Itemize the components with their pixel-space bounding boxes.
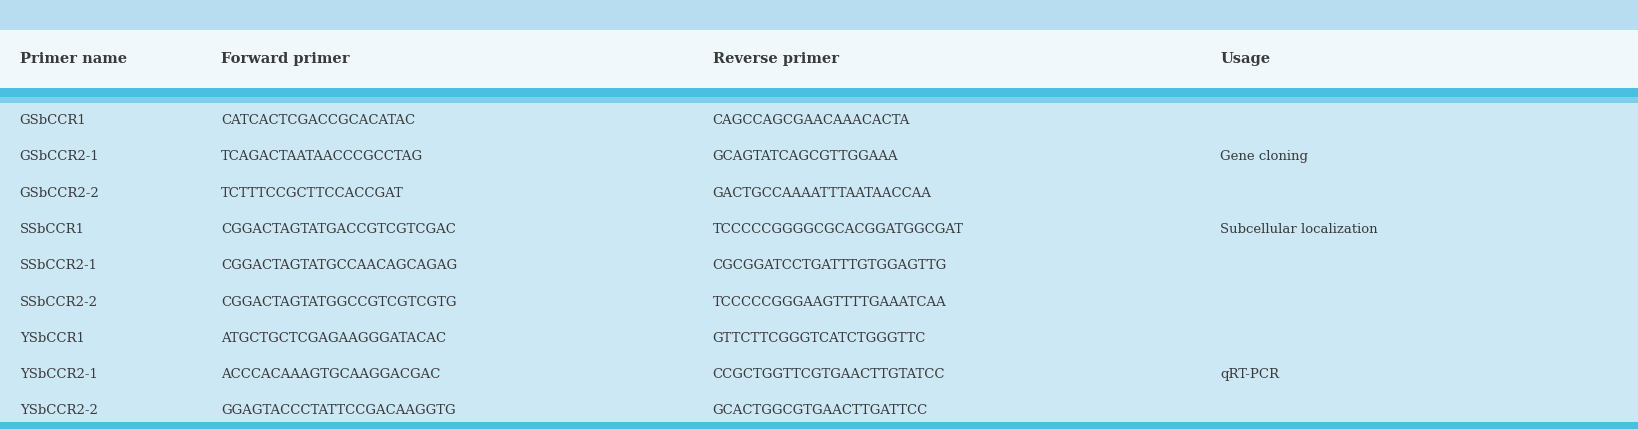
Text: YSbCCR1: YSbCCR1 [20, 332, 85, 345]
Text: CATCACTCGACCGCACATAC: CATCACTCGACCGCACATAC [221, 114, 416, 127]
Text: SSbCCR2-2: SSbCCR2-2 [20, 296, 98, 308]
Text: SSbCCR2-1: SSbCCR2-1 [20, 259, 98, 272]
Text: TCCCCCGGGGCGCACGGATGGCGAT: TCCCCCGGGGCGCACGGATGGCGAT [713, 223, 963, 236]
Text: Forward primer: Forward primer [221, 52, 349, 66]
Text: TCCCCCGGGAAGTTTTGAAATCAA: TCCCCCGGGAAGTTTTGAAATCAA [713, 296, 947, 308]
FancyBboxPatch shape [0, 88, 1638, 97]
Text: Reverse primer: Reverse primer [713, 52, 839, 66]
Text: GGAGTACCCTATTCCGACAAGGTG: GGAGTACCCTATTCCGACAAGGTG [221, 405, 455, 417]
Text: YSbCCR2-1: YSbCCR2-1 [20, 368, 98, 381]
FancyBboxPatch shape [0, 423, 1638, 429]
Text: YSbCCR2-2: YSbCCR2-2 [20, 405, 98, 417]
FancyBboxPatch shape [0, 97, 1638, 103]
Text: CAGCCAGCGAACAAACACTA: CAGCCAGCGAACAAACACTA [713, 114, 909, 127]
Text: ACCCACAAAGTGCAAGGACGAC: ACCCACAAAGTGCAAGGACGAC [221, 368, 441, 381]
Text: GCAGTATCAGCGTTGGAAA: GCAGTATCAGCGTTGGAAA [713, 151, 898, 163]
Text: GSbCCR2-1: GSbCCR2-1 [20, 151, 100, 163]
Text: CGGACTAGTATGCCAACAGCAGAG: CGGACTAGTATGCCAACAGCAGAG [221, 259, 457, 272]
Text: Subcellular localization: Subcellular localization [1220, 223, 1378, 236]
Text: CGGACTAGTATGACCGTCGTCGAC: CGGACTAGTATGACCGTCGTCGAC [221, 223, 455, 236]
FancyBboxPatch shape [0, 30, 1638, 88]
Text: CCGCTGGTTCGTGAACTTGTATCC: CCGCTGGTTCGTGAACTTGTATCC [713, 368, 945, 381]
Text: GSbCCR2-2: GSbCCR2-2 [20, 187, 100, 200]
Text: CGCGGATCCTGATTTGTGGAGTTG: CGCGGATCCTGATTTGTGGAGTTG [713, 259, 947, 272]
Text: GACTGCCAAAATTTAATAACCAA: GACTGCCAAAATTTAATAACCAA [713, 187, 932, 200]
Text: GTTCTTCGGGTCATCTGGGTTC: GTTCTTCGGGTCATCTGGGTTC [713, 332, 925, 345]
Text: GSbCCR1: GSbCCR1 [20, 114, 87, 127]
Text: TCAGACTAATAACCCGCCTAG: TCAGACTAATAACCCGCCTAG [221, 151, 423, 163]
Text: ATGCTGCTCGAGAAGGGATACAC: ATGCTGCTCGAGAAGGGATACAC [221, 332, 446, 345]
Text: Primer name: Primer name [20, 52, 126, 66]
Text: SSbCCR1: SSbCCR1 [20, 223, 85, 236]
FancyBboxPatch shape [0, 0, 1638, 30]
Text: CGGACTAGTATGGCCGTCGTCGTG: CGGACTAGTATGGCCGTCGTCGTG [221, 296, 457, 308]
Text: GCACTGGCGTGAACTTGATTCC: GCACTGGCGTGAACTTGATTCC [713, 405, 927, 417]
Text: TCTTTCCGCTTCCACCGAT: TCTTTCCGCTTCCACCGAT [221, 187, 405, 200]
Text: Gene cloning: Gene cloning [1220, 151, 1309, 163]
Text: qRT-PCR: qRT-PCR [1220, 368, 1279, 381]
Text: Usage: Usage [1220, 52, 1271, 66]
FancyBboxPatch shape [0, 103, 1638, 429]
